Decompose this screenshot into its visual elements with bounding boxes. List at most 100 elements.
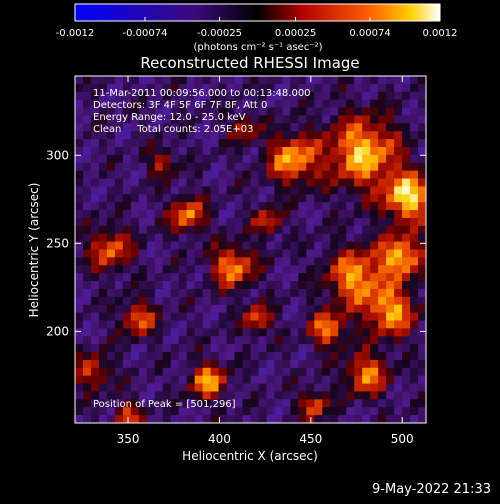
heatmap-cell	[194, 107, 204, 116]
heatmap-cell	[234, 241, 244, 250]
heatmap-cell	[234, 281, 244, 290]
heatmap-cell	[154, 107, 164, 116]
heatmap-cell	[418, 312, 426, 321]
heatmap-cell	[210, 312, 220, 321]
heatmap-cell	[410, 210, 419, 219]
heatmap-cell	[362, 202, 371, 211]
heatmap-cell	[202, 288, 212, 298]
heatmap-cell	[234, 225, 244, 235]
heatmap-cell	[282, 383, 291, 392]
heatmap-cell	[162, 115, 172, 124]
heatmap-cell	[306, 391, 315, 400]
heatmap-cell	[274, 91, 283, 101]
heatmap-cell	[170, 367, 180, 377]
heatmap-cell	[402, 202, 411, 211]
heatmap-cell	[170, 375, 180, 385]
heatmap-cell	[170, 383, 180, 392]
heatmap-cell	[98, 320, 108, 329]
heatmap-cell	[210, 407, 220, 416]
heatmap-cell	[114, 391, 124, 400]
heatmap-cell	[274, 233, 283, 243]
heatmap-cell	[314, 407, 323, 416]
heatmap-cell	[290, 154, 299, 164]
heatmap-cell	[122, 76, 132, 85]
heatmap-cell	[234, 407, 244, 416]
heatmap-cell	[98, 312, 108, 321]
heatmap-cell	[394, 249, 403, 258]
heatmap-cell	[162, 399, 172, 408]
heatmap-cell	[242, 83, 251, 93]
heatmap-cell	[186, 139, 196, 148]
heatmap-cell	[146, 241, 156, 250]
heatmap-cell	[306, 265, 315, 274]
heatmap-cell	[370, 312, 379, 321]
heatmap-cell	[234, 383, 244, 392]
heatmap-cell	[338, 391, 347, 400]
heatmap-cell	[186, 281, 196, 290]
heatmap-cell	[378, 83, 387, 93]
heatmap-cell	[242, 367, 251, 377]
heatmap-cell	[106, 399, 116, 408]
heatmap-cell	[130, 107, 140, 116]
heatmap-cell	[282, 162, 291, 172]
heatmap-cell	[306, 304, 315, 314]
heatmap-cell	[242, 336, 251, 345]
heatmap-cell	[282, 123, 291, 132]
heatmap-cell	[210, 328, 220, 337]
heatmap-cell	[154, 249, 164, 258]
heatmap-cell	[106, 170, 116, 180]
heatmap-cell	[82, 210, 92, 219]
heatmap-cell	[306, 281, 315, 290]
heatmap-cell	[210, 123, 220, 132]
heatmap-cell	[274, 217, 283, 227]
heatmap-cell	[346, 162, 355, 172]
heatmap-cell	[178, 336, 188, 345]
footer-date: 9-May-2022 21:33	[372, 482, 491, 497]
heatmap-cell	[162, 281, 172, 290]
heatmap-cell	[402, 407, 411, 416]
heatmap-cell	[178, 273, 188, 282]
heatmap-cell	[338, 415, 347, 423]
heatmap-cell	[138, 359, 148, 369]
heatmap-cell	[154, 241, 164, 250]
heatmap-cell	[386, 99, 395, 109]
heatmap-cell	[394, 336, 403, 345]
heatmap-cell	[82, 241, 92, 250]
heatmap-cell	[370, 186, 379, 195]
heatmap-cell	[106, 344, 116, 353]
heatmap-cell	[338, 383, 347, 392]
heatmap-cell	[75, 194, 84, 203]
heatmap-cell	[82, 146, 92, 156]
heatmap-cell	[306, 83, 315, 93]
heatmap-cell	[282, 99, 291, 109]
heatmap-cell	[354, 399, 363, 408]
heatmap-cell	[210, 273, 220, 282]
heatmap-cell	[394, 131, 403, 140]
heatmap-cells	[75, 76, 426, 423]
heatmap-cell	[250, 265, 259, 274]
heatmap-cell	[386, 375, 395, 385]
heatmap-cell	[130, 139, 140, 148]
heatmap-cell	[98, 328, 108, 337]
heatmap-cell	[290, 107, 299, 116]
heatmap-cell	[90, 375, 100, 385]
heatmap-cell	[178, 281, 188, 290]
heatmap-cell	[170, 265, 180, 274]
heatmap-cell	[306, 336, 315, 345]
heatmap-cell	[154, 217, 164, 227]
heatmap-cell	[98, 91, 108, 101]
heatmap-cell	[298, 186, 307, 195]
heatmap-cell	[178, 146, 188, 156]
heatmap-cell	[378, 344, 387, 353]
heatmap-cell	[402, 352, 411, 361]
heatmap-cell	[218, 210, 228, 219]
heatmap-cell	[306, 233, 315, 243]
heatmap-cell	[162, 265, 172, 274]
heatmap-cell	[274, 154, 283, 164]
heatmap-cell	[82, 257, 92, 266]
heatmap-cell	[402, 281, 411, 290]
heatmap-cell	[130, 131, 140, 140]
heatmap-cell	[130, 76, 140, 85]
heatmap-cell	[194, 178, 204, 187]
heatmap-cell	[306, 170, 315, 180]
